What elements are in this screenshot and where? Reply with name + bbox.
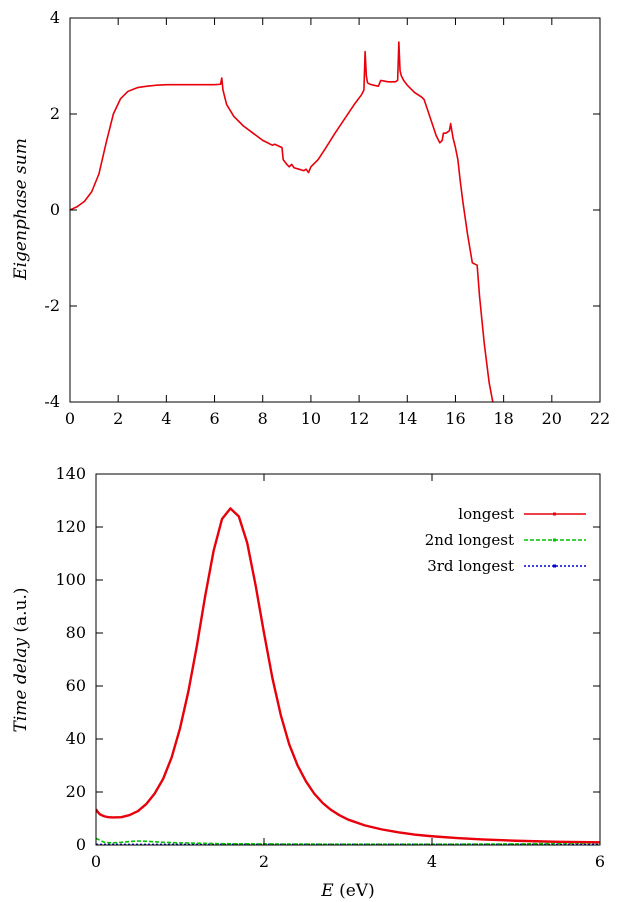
y-tick-label: 100 [55,570,86,589]
y-tick-label: 0 [76,835,86,854]
y-tick-label: 4 [50,8,60,27]
eigenphase-y-axis-label: Eigenphase sum [11,138,31,281]
eigenphase-tick-labels: 0 2 4 6 8 10 12 14 16 18 20 22 -4 -2 0 2 4 [44,8,610,428]
time-delay-series-2nd-longest [96,837,600,845]
legend-label: 2nd longest [425,531,514,549]
y-tick-label: 2 [50,104,60,123]
energy-x-axis-label: E (eV) [320,881,374,901]
y-tick-label: 140 [55,464,86,483]
time-delay-legend: longest 2nd longest 3rd longest [425,505,586,575]
x-tick-label: 2 [113,409,123,428]
x-tick-label: 12 [349,409,369,428]
x-tick-label: 4 [427,852,437,871]
time-delay-y-label-name: Time delay [11,638,31,733]
x-tick-label: 20 [542,409,562,428]
y-tick-label: -4 [44,392,60,411]
x-tick-label: 8 [258,409,268,428]
eigenphase-plot-frame [69,17,601,403]
y-tick-label: -2 [44,296,60,315]
eigenphase-series-line [70,41,494,402]
x-tick-label: 2 [259,852,269,871]
legend-marker [553,512,556,516]
y-tick-label: 80 [66,623,86,642]
y-tick-label: 40 [66,729,86,748]
y-tick-label: 60 [66,676,86,695]
x-tick-label: 14 [397,409,417,428]
time-delay-curves [96,507,600,845]
x-tick-label: 18 [493,409,513,428]
x-tick-label: 6 [209,409,219,428]
x-tick-label: 6 [595,852,605,871]
time-delay-series-longest [96,507,600,844]
time-delay-plot-frame [95,473,601,846]
legend-label: 3rd longest [427,557,514,575]
eigenphase-curves [70,41,494,402]
x-tick-label: 4 [161,409,171,428]
eigenphase-ticks [69,17,601,403]
legend-marker [553,564,556,568]
time-delay-ticks [95,473,601,846]
x-tick-label: 0 [91,852,101,871]
y-tick-label: 0 [50,200,60,219]
x-tick-label: 22 [590,409,610,428]
eigenphase-chart: 0 2 4 6 8 10 12 14 16 18 20 22 -4 -2 0 2 4 Eigenphase su… [11,8,610,428]
energy-x-label-name: E [320,881,334,901]
energy-x-label-unit: (eV) [334,881,375,901]
x-tick-label: 16 [445,409,465,428]
x-tick-label: 10 [301,409,321,428]
time-delay-y-label-unit: (a.u.) [11,587,31,638]
legend-marker [553,538,556,542]
time-delay-y-axis-label: Time delay (a.u.) [11,587,31,732]
legend-label: longest [458,505,514,523]
y-tick-label: 120 [55,517,86,536]
y-tick-label: 20 [66,782,86,801]
x-tick-label: 0 [65,409,75,428]
